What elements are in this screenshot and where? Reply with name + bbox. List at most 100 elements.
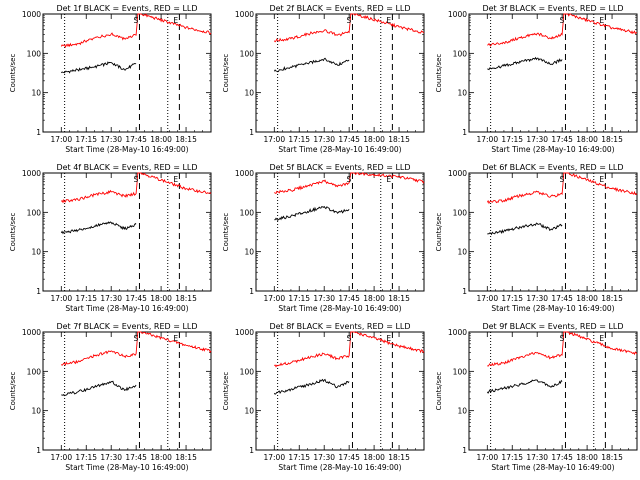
events-series-line xyxy=(486,379,563,394)
x-axis-label: Start Time (28-May-10 16:49:00) xyxy=(65,145,188,154)
panel-title: Det 2f BLACK = Events, RED = LLD xyxy=(269,4,410,13)
events-series-line xyxy=(273,57,350,73)
x-tick-label: 18:00 xyxy=(150,294,172,303)
y-tick-label: 1000 xyxy=(22,328,41,337)
x-tick-label: 17:15 xyxy=(75,135,97,144)
y-tick-label: 1000 xyxy=(235,328,254,337)
events-series-line xyxy=(487,222,563,236)
x-axis-label: Start Time (28-May-10 16:49:00) xyxy=(65,304,188,313)
lld-series-line xyxy=(60,331,212,366)
panel-title: Det 8f BLACK = Events, RED = LLD xyxy=(269,322,410,331)
y-tick-label: 10 xyxy=(457,89,467,98)
panel-title: Det 3f BLACK = Events, RED = LLD xyxy=(482,4,623,13)
x-tick-label: 17:30 xyxy=(100,294,122,303)
lld-series-line xyxy=(60,13,212,49)
detector-panel: Det 6f BLACK = Events, RED = LLD 1 10 100 10… xyxy=(435,163,638,313)
y-tick-label: 100 xyxy=(453,367,468,376)
x-axis-label: Start Time (28-May-10 16:49:00) xyxy=(278,463,401,472)
events-series-line xyxy=(274,205,350,221)
annotation-s: S xyxy=(346,334,351,343)
events-series-line xyxy=(61,380,137,397)
plot-frame xyxy=(42,331,212,451)
y-axis-label: Counts/sec xyxy=(435,372,443,411)
detector-panel: Det 8f BLACK = Events, RED = LLD 1 10 100 10… xyxy=(222,322,425,472)
x-axis-label: Start Time (28-May-10 16:49:00) xyxy=(65,463,188,472)
plot-frame xyxy=(42,172,212,292)
x-tick-label: 17:45 xyxy=(551,135,573,144)
detector-panel: Det 9f BLACK = Events, RED = LLD 1 10 100 10… xyxy=(435,322,638,472)
x-tick-label: 18:00 xyxy=(576,294,598,303)
x-tick-label: 17:00 xyxy=(476,453,498,462)
y-tick-label: 1 xyxy=(36,287,41,296)
x-tick-label: 17:15 xyxy=(75,294,97,303)
x-tick-label: 17:15 xyxy=(288,135,310,144)
annotation-s: S xyxy=(346,16,351,25)
x-axis-label: Start Time (28-May-10 16:49:00) xyxy=(491,463,614,472)
plot-frame xyxy=(468,172,638,292)
x-tick-label: 17:00 xyxy=(263,294,285,303)
plot-frame xyxy=(42,13,212,133)
annotation-s: S xyxy=(346,175,351,184)
x-tick-label: 17:30 xyxy=(526,453,548,462)
x-axis-label: Start Time (28-May-10 16:49:00) xyxy=(278,145,401,154)
lld-series-line xyxy=(487,13,638,47)
annotation-e: E xyxy=(173,334,178,343)
lld-series-line xyxy=(274,331,425,368)
y-axis-label: Counts/sec xyxy=(9,54,17,93)
y-tick-label: 10 xyxy=(31,407,41,416)
lld-series-line xyxy=(487,331,638,367)
y-axis-label: Counts/sec xyxy=(222,54,230,93)
x-tick-label: 17:00 xyxy=(476,135,498,144)
x-tick-label: 17:30 xyxy=(313,453,335,462)
y-tick-label: 100 xyxy=(27,208,42,217)
x-tick-label: 18:00 xyxy=(150,453,172,462)
x-axis-label: Start Time (28-May-10 16:49:00) xyxy=(278,304,401,313)
x-tick-label: 17:45 xyxy=(125,453,147,462)
x-tick-label: 17:00 xyxy=(50,453,72,462)
detector-panel: Det 5f BLACK = Events, RED = LLD 1 10 100 10… xyxy=(222,163,425,313)
x-tick-label: 18:00 xyxy=(576,453,598,462)
annotation-s: S xyxy=(559,16,564,25)
detector-panel: Det 1f BLACK = Events, RED = LLD 1 10 100 10… xyxy=(9,4,212,154)
y-tick-label: 1 xyxy=(249,446,254,455)
y-tick-label: 10 xyxy=(31,89,41,98)
y-tick-label: 1 xyxy=(36,128,41,137)
x-tick-label: 18:15 xyxy=(175,135,197,144)
annotation-s: S xyxy=(559,175,564,184)
annotation-e: E xyxy=(386,334,391,343)
y-tick-label: 1000 xyxy=(235,10,254,19)
y-tick-label: 1000 xyxy=(22,10,41,19)
x-tick-label: 17:45 xyxy=(551,294,573,303)
y-tick-label: 100 xyxy=(240,367,255,376)
annotation-e: E xyxy=(386,16,391,25)
panel-title: Det 7f BLACK = Events, RED = LLD xyxy=(56,322,197,331)
y-tick-label: 10 xyxy=(244,248,254,257)
x-tick-label: 17:45 xyxy=(125,294,147,303)
lld-series-line xyxy=(486,172,638,205)
annotation-s: S xyxy=(133,334,138,343)
x-tick-label: 17:45 xyxy=(338,294,360,303)
x-axis-label: Start Time (28-May-10 16:49:00) xyxy=(491,304,614,313)
x-tick-label: 17:30 xyxy=(100,135,122,144)
x-tick-label: 17:45 xyxy=(551,453,573,462)
detector-panel: Det 2f BLACK = Events, RED = LLD 1 10 100 10… xyxy=(222,4,425,154)
panel-title: Det 6f BLACK = Events, RED = LLD xyxy=(482,163,623,172)
x-tick-label: 17:30 xyxy=(313,294,335,303)
x-tick-label: 17:30 xyxy=(313,135,335,144)
x-tick-label: 18:00 xyxy=(363,453,385,462)
x-axis-label: Start Time (28-May-10 16:49:00) xyxy=(491,145,614,154)
detector-panel: Det 3f BLACK = Events, RED = LLD 1 10 100 10… xyxy=(435,4,638,154)
events-series-line xyxy=(487,56,563,71)
y-tick-label: 1 xyxy=(462,287,467,296)
annotation-e: E xyxy=(173,175,178,184)
annotation-s: S xyxy=(133,175,138,184)
x-tick-label: 17:30 xyxy=(526,135,548,144)
y-axis-label: Counts/sec xyxy=(222,213,230,252)
panel-title: Det 9f BLACK = Events, RED = LLD xyxy=(482,322,623,331)
y-tick-label: 1 xyxy=(36,446,41,455)
events-series-line xyxy=(273,378,350,395)
y-tick-label: 1000 xyxy=(235,169,254,178)
y-tick-label: 1 xyxy=(249,287,254,296)
y-tick-label: 100 xyxy=(240,49,255,58)
